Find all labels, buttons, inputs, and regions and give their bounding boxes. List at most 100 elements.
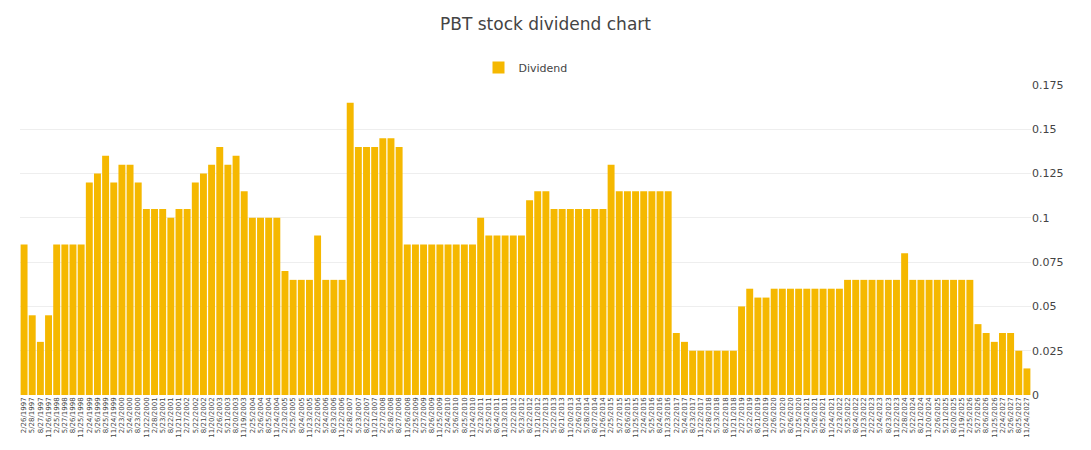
svg-text:8/20/2025: 8/20/2025 xyxy=(950,397,958,433)
svg-text:2/28/2024: 2/28/2024 xyxy=(901,397,909,433)
svg-text:11/23/2016: 11/23/2016 xyxy=(664,397,672,438)
svg-text:8/25/2010: 8/25/2010 xyxy=(461,397,469,433)
svg-text:8/26/2015: 8/26/2015 xyxy=(624,397,632,433)
svg-text:5/24/2017: 5/24/2017 xyxy=(681,397,689,433)
svg-text:5/27/2015: 5/27/2015 xyxy=(616,397,624,433)
svg-text:0: 0 xyxy=(1032,389,1039,402)
svg-text:5/23/2001: 5/23/2001 xyxy=(159,397,167,433)
svg-text:5/22/2024: 5/22/2024 xyxy=(909,397,917,433)
svg-text:2/24/2010: 2/24/2010 xyxy=(444,397,452,433)
svg-text:8/23/2017: 8/23/2017 xyxy=(689,397,697,433)
svg-text:5/24/2023: 5/24/2023 xyxy=(876,397,884,433)
svg-text:5/26/2021: 5/26/2021 xyxy=(811,397,819,433)
svg-text:8/21/2024: 8/21/2024 xyxy=(917,397,925,433)
svg-text:5/28/2008: 5/28/2008 xyxy=(387,397,395,433)
svg-text:11/23/2022: 11/23/2022 xyxy=(860,397,868,437)
svg-text:2/23/2005: 2/23/2005 xyxy=(281,397,289,433)
svg-text:5/21/2025: 5/21/2025 xyxy=(942,397,950,433)
svg-text:5/27/2020: 5/27/2020 xyxy=(779,397,787,433)
svg-text:2/22/2012: 2/22/2012 xyxy=(510,397,518,433)
svg-text:11/25/2026: 11/25/2026 xyxy=(991,397,999,438)
svg-text:5/27/2009: 5/27/2009 xyxy=(420,397,428,433)
svg-text:8/27/2008: 8/27/2008 xyxy=(395,397,403,433)
svg-text:8/25/2004: 8/25/2004 xyxy=(265,397,273,433)
svg-text:11/26/2008: 11/26/2008 xyxy=(404,397,412,437)
svg-text:2/23/2011: 2/23/2011 xyxy=(477,397,485,433)
svg-text:5/23/2007: 5/23/2007 xyxy=(355,397,363,433)
svg-text:2/28/2001: 2/28/2001 xyxy=(151,397,159,433)
svg-text:11/25/2020: 11/25/2020 xyxy=(795,397,803,437)
svg-text:2/26/2014: 2/26/2014 xyxy=(575,397,583,433)
svg-text:8/24/2022: 8/24/2022 xyxy=(852,397,860,433)
svg-text:2/27/2013: 2/27/2013 xyxy=(542,397,550,433)
svg-text:0.05: 0.05 xyxy=(1032,300,1057,313)
svg-text:8/21/2013: 8/21/2013 xyxy=(558,397,566,433)
svg-text:11/26/1997: 11/26/1997 xyxy=(45,397,53,437)
svg-text:11/22/2017: 11/22/2017 xyxy=(697,397,705,437)
svg-text:11/20/2019: 11/20/2019 xyxy=(762,397,770,437)
svg-text:5/25/2011: 5/25/2011 xyxy=(485,397,493,433)
svg-text:11/22/2006: 11/22/2006 xyxy=(338,397,346,438)
svg-text:2/27/2019: 2/27/2019 xyxy=(738,397,746,433)
svg-text:8/23/2006: 8/23/2006 xyxy=(330,397,338,433)
svg-text:0.15: 0.15 xyxy=(1032,123,1057,136)
svg-text:2/26/2003: 2/26/2003 xyxy=(216,397,224,433)
svg-text:11/24/1999: 11/24/1999 xyxy=(110,397,118,437)
svg-text:2/24/1999: 2/24/1999 xyxy=(86,397,94,433)
svg-text:8/21/2002: 8/21/2002 xyxy=(200,397,208,433)
svg-text:5/25/2005: 5/25/2005 xyxy=(289,397,297,433)
svg-text:2/28/2018: 2/28/2018 xyxy=(705,397,713,433)
svg-text:11/25/1998: 11/25/1998 xyxy=(77,397,85,437)
svg-text:11/25/2015: 11/25/2015 xyxy=(632,397,640,437)
svg-text:2/26/2020: 2/26/2020 xyxy=(770,397,778,433)
svg-text:8/25/1999: 8/25/1999 xyxy=(102,397,110,433)
svg-text:5/23/2018: 5/23/2018 xyxy=(713,397,721,433)
svg-text:5/27/1998: 5/27/1998 xyxy=(61,397,69,433)
svg-text:5/26/2004: 5/26/2004 xyxy=(257,397,265,433)
svg-text:2/25/2015: 2/25/2015 xyxy=(607,397,615,433)
svg-text:5/23/2012: 5/23/2012 xyxy=(518,397,526,433)
svg-text:11/25/2009: 11/25/2009 xyxy=(436,397,444,437)
svg-text:11/21/2001: 11/21/2001 xyxy=(175,397,183,437)
svg-text:8/27/1997: 8/27/1997 xyxy=(37,397,45,433)
svg-text:11/24/2004: 11/24/2004 xyxy=(273,397,281,438)
svg-text:11/24/2010: 11/24/2010 xyxy=(469,397,477,437)
svg-text:8/26/2026: 8/26/2026 xyxy=(982,397,990,433)
svg-text:11/20/2024: 11/20/2024 xyxy=(925,397,933,438)
svg-text:5/24/2000: 5/24/2000 xyxy=(126,397,134,433)
svg-text:2/24/2021: 2/24/2021 xyxy=(803,397,811,433)
svg-text:5/26/2027: 5/26/2027 xyxy=(1007,397,1015,433)
svg-text:11/24/2021: 11/24/2021 xyxy=(828,397,836,437)
svg-text:8/21/2019: 8/21/2019 xyxy=(754,397,762,433)
svg-text:2/24/2027: 2/24/2027 xyxy=(999,397,1007,433)
svg-text:Dividend: Dividend xyxy=(519,62,568,75)
svg-text:0.125: 0.125 xyxy=(1032,167,1064,180)
svg-text:8/26/2009: 8/26/2009 xyxy=(428,397,436,433)
svg-text:8/26/1998: 8/26/1998 xyxy=(69,397,77,433)
svg-text:8/22/2001: 8/22/2001 xyxy=(167,397,175,433)
svg-text:8/22/2007: 8/22/2007 xyxy=(363,397,371,433)
svg-text:8/27/2014: 8/27/2014 xyxy=(591,397,599,433)
svg-text:5/22/2002: 5/22/2002 xyxy=(192,397,200,433)
svg-text:5/25/2022: 5/25/2022 xyxy=(844,397,852,433)
svg-text:5/25/2016: 5/25/2016 xyxy=(648,397,656,433)
svg-text:11/20/2013: 11/20/2013 xyxy=(567,397,575,437)
svg-text:0.075: 0.075 xyxy=(1032,256,1064,269)
svg-text:2/26/1997: 2/26/1997 xyxy=(20,397,28,433)
svg-text:2/28/2007: 2/28/2007 xyxy=(346,397,354,433)
svg-text:8/23/2000: 8/23/2000 xyxy=(134,397,142,433)
svg-text:5/21/2003: 5/21/2003 xyxy=(224,397,232,433)
svg-text:11/21/2018: 11/21/2018 xyxy=(730,397,738,437)
svg-text:5/28/2014: 5/28/2014 xyxy=(583,397,591,433)
svg-text:11/21/2007: 11/21/2007 xyxy=(371,397,379,437)
svg-text:2/25/2026: 2/25/2026 xyxy=(966,397,974,433)
svg-text:5/28/1997: 5/28/1997 xyxy=(29,397,37,433)
svg-text:5/26/1999: 5/26/1999 xyxy=(94,397,102,433)
svg-text:2/23/2022: 2/23/2022 xyxy=(836,397,844,433)
svg-text:2/22/2017: 2/22/2017 xyxy=(673,397,681,433)
svg-text:11/26/2014: 11/26/2014 xyxy=(599,397,607,438)
svg-text:0.1: 0.1 xyxy=(1032,212,1050,225)
svg-text:8/20/2003: 8/20/2003 xyxy=(232,397,240,433)
svg-text:5/27/2026: 5/27/2026 xyxy=(974,397,982,433)
svg-text:8/25/2021: 8/25/2021 xyxy=(819,397,827,433)
